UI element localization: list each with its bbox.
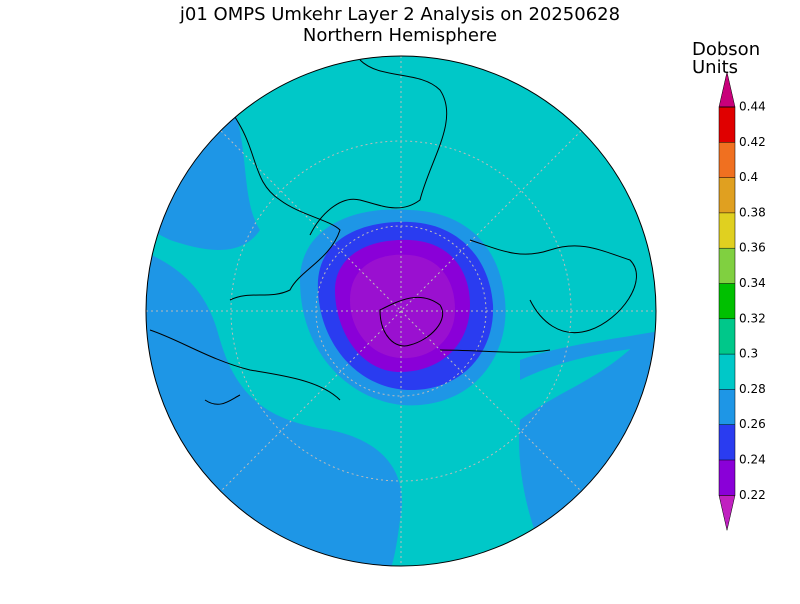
map <box>146 56 656 566</box>
colorbar-cap <box>718 495 736 531</box>
colorbar-label: Units <box>692 57 738 78</box>
colorbar-segment <box>719 318 735 355</box>
subtitle: Northern Hemisphere <box>303 25 497 46</box>
colorbar-segment <box>719 177 735 214</box>
colorbar-tick-label: 0.32 <box>739 311 766 325</box>
colorbar-segment <box>719 107 735 143</box>
title: j01 OMPS Umkehr Layer 2 Analysis on 2025… <box>179 4 620 25</box>
colorbar-segment <box>719 248 735 284</box>
colorbar: 0.44 0.42 0.4 0.38 0.36 0.34 0.32 0.3 0.28 0.26 0.… <box>718 71 766 531</box>
colorbar-tick-label: 0.3 <box>739 347 758 361</box>
colorbar-segment <box>719 354 735 390</box>
colorbar-tick-label: 0.4 <box>739 170 758 184</box>
colorbar-tick-label: 0.24 <box>739 453 766 467</box>
colorbar-tick-label: 0.22 <box>739 488 766 502</box>
colorbar-segment <box>719 142 735 179</box>
colorbar-tick-label: 0.42 <box>739 135 766 149</box>
colorbar-tick-label: 0.26 <box>739 417 766 431</box>
colorbar-segment <box>719 460 735 496</box>
colorbar-tick-label: 0.36 <box>739 241 766 255</box>
colorbar-label: Dobson <box>692 39 760 60</box>
colorbar-segment <box>719 424 735 461</box>
colorbar-segment <box>719 283 735 320</box>
colorbar-segment <box>719 212 735 249</box>
colorbar-segment <box>719 389 735 426</box>
colorbar-tick-label: 0.44 <box>739 100 766 114</box>
colorbar-tick-label: 0.38 <box>739 205 766 219</box>
map-border <box>145 55 657 567</box>
colorbar-tick-label: 0.34 <box>739 276 766 290</box>
colorbar-tick-label: 0.28 <box>739 382 766 396</box>
